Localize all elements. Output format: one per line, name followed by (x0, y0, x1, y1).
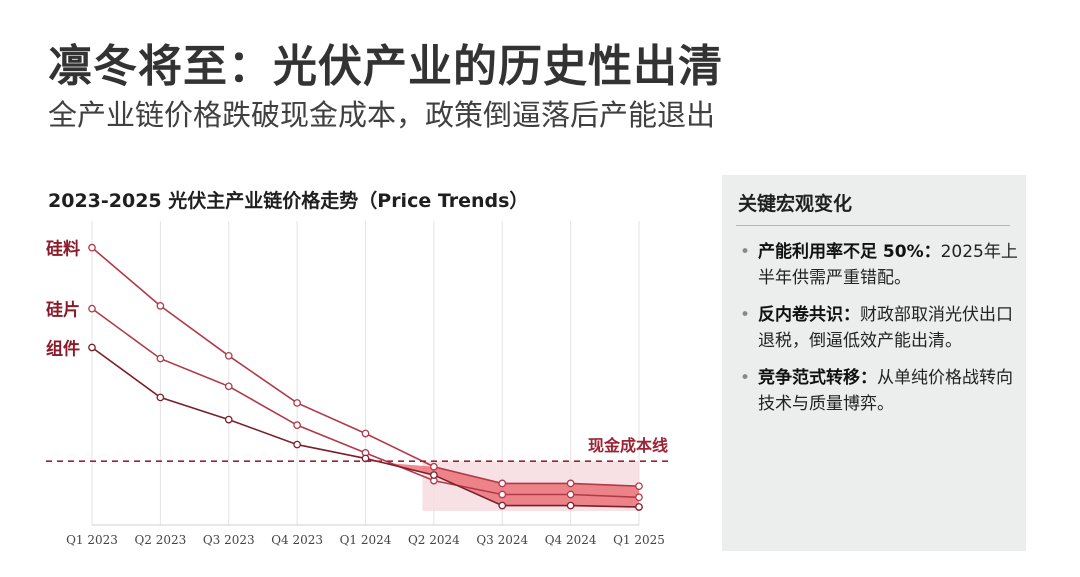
list-item: • 反内卷共识：财政部取消光伏出口退税，倒逼低效产能出清。 (736, 302, 1018, 354)
item-text: 从单纯价格战转向技术与质量博弈。 (758, 368, 1013, 414)
data-point (498, 501, 507, 510)
data-point (361, 429, 370, 438)
data-point (566, 490, 575, 499)
x-tick-label: Q3 2024 (476, 533, 528, 547)
data-point (566, 501, 575, 510)
item-text: 财政部取消光伏出口退税，倒逼低效产能出清。 (758, 305, 1013, 351)
cash-cost-label: 现金成本线 (588, 436, 668, 455)
data-point (88, 243, 96, 252)
data-point (88, 343, 96, 352)
page-title: 凛冬将至：光伏产业的历史性出清 (48, 41, 723, 92)
x-tick-label: Q4 2024 (545, 533, 597, 547)
data-point (635, 482, 643, 491)
data-point (566, 479, 575, 488)
key-changes-list: • 产能利用率不足 50%：2025年上半年供需严重错配。 • 反内卷共识：财政… (736, 239, 1018, 428)
data-point (224, 351, 233, 360)
data-point (430, 471, 438, 479)
x-tick-label: Q1 2025 (613, 533, 665, 547)
data-point (430, 462, 438, 471)
data-point (293, 440, 301, 449)
data-point (293, 399, 301, 407)
data-point (156, 393, 165, 402)
data-point (224, 415, 233, 424)
page-subtitle: 全产业链价格跌破现金成本，政策倒逼落后产能退出 (48, 98, 716, 132)
x-tick-label: Q4 2023 (271, 533, 323, 547)
data-point (498, 479, 507, 488)
data-point (293, 421, 301, 430)
chart-title: 2023-2025 光伏主产业链价格走势（Price Trends） (48, 190, 529, 212)
bullet-icon: • (740, 368, 751, 388)
x-tick-label: Q1 2023 (66, 533, 118, 547)
item-label: 产能利用率不足 50%： (758, 242, 941, 262)
item-label: 竞争范式转移： (758, 368, 877, 388)
data-point (156, 354, 165, 363)
x-tick-label: Q2 2024 (408, 533, 460, 547)
data-point (156, 302, 165, 310)
panel-divider (736, 225, 1010, 226)
series-label: 硅片 (46, 300, 80, 321)
series-label: 组件 (46, 338, 80, 359)
data-point (635, 503, 643, 511)
key-changes-panel: 关键宏观变化 • 产能利用率不足 50%：2025年上半年供需严重错配。 • 反… (722, 175, 1026, 551)
list-item: • 产能利用率不足 50%：2025年上半年供需严重错配。 (736, 239, 1018, 291)
data-point (635, 493, 643, 502)
panel-title: 关键宏观变化 (738, 193, 853, 215)
series-label: 硅料 (46, 239, 80, 260)
item-label: 反内卷共识： (758, 305, 860, 325)
bullet-icon: • (740, 242, 751, 262)
x-tick-label: Q3 2023 (203, 533, 255, 547)
data-point (224, 382, 233, 391)
x-tick-label: Q1 2024 (340, 533, 392, 547)
list-item: • 竞争范式转移：从单纯价格战转向技术与质量博弈。 (736, 365, 1018, 417)
x-tick-label: Q2 2023 (134, 533, 186, 547)
item-text: 2025年上半年供需严重错配。 (758, 242, 1018, 288)
bullet-icon: • (740, 305, 751, 325)
data-point (88, 304, 96, 313)
data-point (498, 490, 507, 499)
